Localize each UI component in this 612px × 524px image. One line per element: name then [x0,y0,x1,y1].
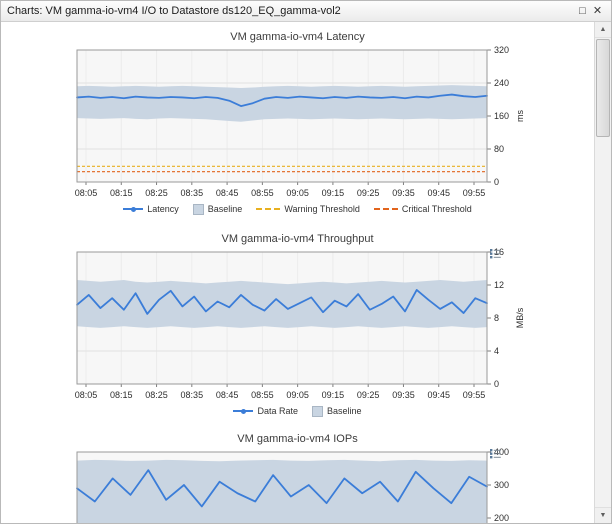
x-axis-tick-label: 09:35 [392,188,415,198]
legend-item: Data Rate [233,406,298,416]
data-line [76,93,488,107]
throughput-legend: Data Rate Baseline [1,404,594,418]
x-axis-tick-label: 08:55 [251,188,274,198]
x-axis-tick-label: 09:55 [463,188,486,198]
latency-legend: Latency Baseline Warning Threshold Critical… [1,202,594,216]
legend-label: Latency [147,204,179,214]
legend-item: Baseline [192,203,243,215]
x-axis-tick-label: 09:45 [427,390,450,400]
y-axis-tick-label: 4 [494,346,499,356]
legend-item: Latency [123,204,179,214]
baseline-band [77,459,487,523]
x-axis-tick-label: 09:15 [322,188,345,198]
x-axis-tick-label: 08:25 [145,188,168,198]
legend-label: Baseline [207,204,243,214]
legend-line-swatch [123,206,144,212]
y-axis-tick-label: 0 [494,379,499,389]
y-axis-unit-label: ms [515,110,525,122]
scrollbar-thumb[interactable] [596,39,610,137]
x-axis-tick-label: 09:35 [392,390,415,400]
x-axis-tick-label: 08:35 [181,188,204,198]
latency-chart-title: VM gamma-io-vm4 Latency [230,31,365,43]
legend-threshold-swatch [256,208,281,210]
legend-label: Baseline [327,406,362,416]
vertical-scrollbar[interactable]: ▲ ▼ [594,22,611,523]
legend-label: Warning Threshold [284,204,360,214]
legend-band-swatch [312,405,323,417]
x-axis-tick-label: 09:05 [286,188,309,198]
iops-chart-title: VM gamma-io-vm4 IOPs [237,433,358,445]
data-line [76,289,488,315]
y-axis-tick-label: 320 [494,45,509,55]
y-axis-tick-label: 160 [494,111,509,121]
y-axis-tick-label: 200 [494,513,509,523]
x-axis-tick-label: 09:05 [286,390,309,400]
legend-label: Data Rate [257,406,298,416]
x-axis-tick-label: 08:45 [216,390,239,400]
y-axis-tick-label: 0 [494,177,499,187]
x-axis-tick-label: 09:25 [357,390,380,400]
y-axis-tick-label: 8 [494,313,499,323]
window-body: VM gamma-io-vm4 Latency 08:05 08:15 08:25 0… [1,22,611,523]
y-axis-tick-label: 240 [494,78,509,88]
iops-chart: VM gamma-io-vm4 IOPs 0100200300400 [1,432,594,523]
charts-scroll-area: VM gamma-io-vm4 Latency 08:05 08:15 08:25 0… [1,22,594,523]
chart-options-icon[interactable] [489,447,502,460]
latency-chart: VM gamma-io-vm4 Latency 08:05 08:15 08:25 0… [1,30,594,216]
y-axis-tick-label: 400 [494,447,509,457]
x-axis-tick-label: 08:15 [110,390,133,400]
iops-plot: 0100200300400 [76,447,509,523]
x-axis-tick-label: 08:05 [75,188,98,198]
data-line [76,469,488,508]
legend-threshold-swatch [373,208,398,210]
legend-item: Warning Threshold [256,204,360,214]
close-button[interactable]: ✕ [592,4,603,17]
legend-line-dot [241,408,247,414]
window-titlebar: Charts: VM gamma-io-vm4 I/O to Datastore… [1,1,611,22]
latency-plot: 08:05 08:15 08:25 08:35 08:45 08:55 09:05 09:15… [75,45,525,198]
x-axis-tick-label: 08:55 [251,390,274,400]
y-axis-tick-label: 16 [494,247,504,257]
throughput-chart-title: VM gamma-io-vm4 Throughput [221,233,374,245]
baseline-band [77,85,487,122]
chart-options-icon-glyph [490,449,501,459]
y-axis-tick-label: 80 [494,144,504,154]
x-axis-tick-label: 08:35 [181,390,204,400]
x-axis-tick-label: 08:05 [75,390,98,400]
y-axis-unit-label: MB/s [515,307,525,328]
chart-options-icon[interactable] [489,247,502,260]
restore-button[interactable]: □ [579,4,586,17]
legend-item: Baseline [312,405,362,417]
x-axis-tick-label: 09:45 [427,188,450,198]
x-axis-tick-label: 08:45 [216,188,239,198]
legend-band-swatch [192,203,204,215]
x-axis-tick-label: 09:55 [463,390,486,400]
scroll-down-button[interactable]: ▼ [595,507,611,523]
chart-options-icon-glyph [490,249,501,259]
legend-label: Critical Threshold [401,204,472,214]
x-axis-tick-label: 09:25 [357,188,380,198]
scroll-up-button[interactable]: ▲ [595,22,611,38]
legend-item: Critical Threshold [373,204,472,214]
y-axis-tick-label: 12 [494,280,504,290]
throughput-plot: 08:05 08:15 08:25 08:35 08:45 08:55 09:05 09:15… [75,247,525,400]
y-axis-tick-label: 300 [494,480,509,490]
x-axis-tick-label: 09:15 [322,390,345,400]
legend-line-swatch [233,408,254,414]
throughput-chart: VM gamma-io-vm4 Throughput 08:05 08:15 08:… [1,232,594,418]
legend-line-dot [131,206,137,212]
window-title: Charts: VM gamma-io-vm4 I/O to Datastore… [7,5,341,17]
x-axis-tick-label: 08:25 [145,390,168,400]
x-axis-tick-label: 08:15 [110,188,133,198]
